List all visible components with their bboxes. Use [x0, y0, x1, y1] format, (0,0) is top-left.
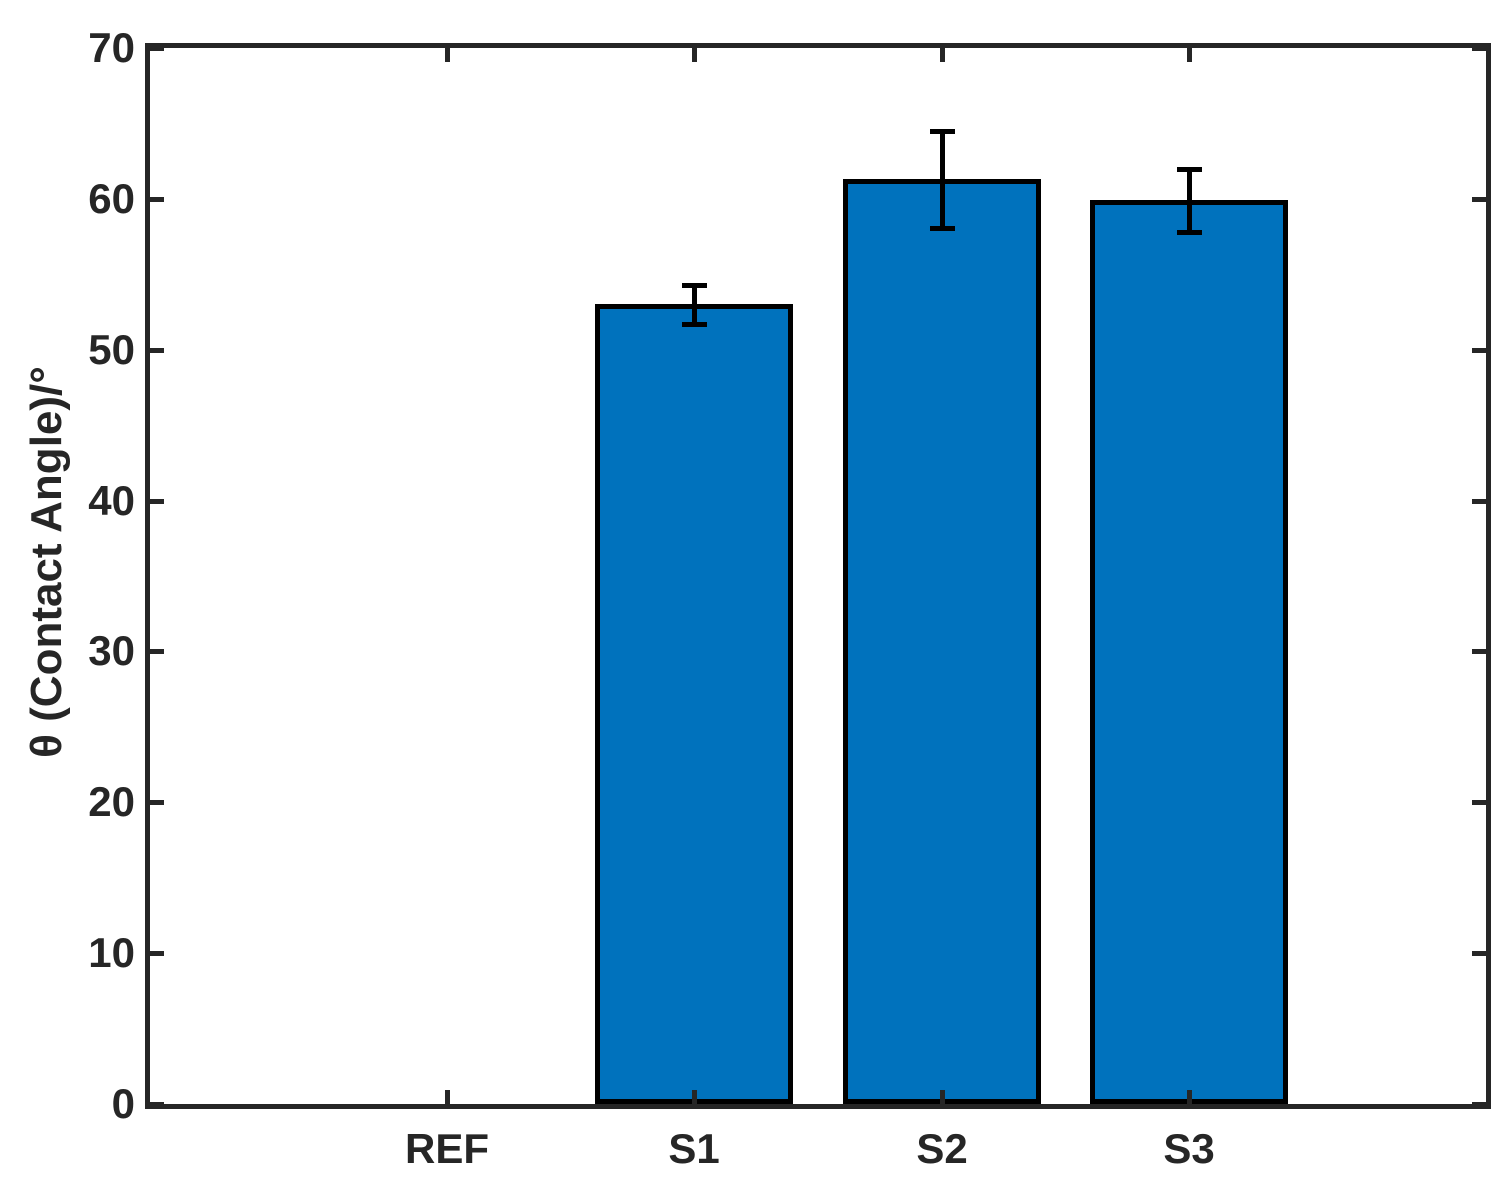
- x-tick-bottom: [445, 1090, 450, 1104]
- x-tick-top: [940, 48, 945, 62]
- error-bar-cap-bottom-S1: [682, 322, 707, 327]
- x-tick-top: [1187, 48, 1192, 62]
- x-tick-label-S2: S2: [916, 1125, 968, 1172]
- error-bar-stem-S3: [1187, 169, 1192, 232]
- y-tick-right: [1472, 649, 1486, 654]
- y-tick-right: [1472, 499, 1486, 504]
- y-tick-right: [1472, 46, 1486, 51]
- y-tick-left: [150, 499, 164, 504]
- y-tick-left: [150, 46, 164, 51]
- y-tick-left: [150, 1102, 164, 1107]
- y-tick-label: 30: [88, 627, 135, 674]
- x-tick-bottom: [692, 1090, 697, 1104]
- x-tick-label-REF: REF: [405, 1125, 489, 1172]
- error-bar-stem-S1: [692, 285, 697, 324]
- y-tick-right: [1472, 951, 1486, 956]
- x-tick-top: [692, 48, 697, 62]
- error-bar-cap-bottom-S2: [930, 226, 955, 231]
- x-tick-top: [445, 48, 450, 62]
- y-tick-label: 10: [88, 929, 135, 976]
- y-tick-label: 40: [88, 477, 135, 524]
- bar-S2: [843, 179, 1041, 1104]
- error-bar-cap-top-S2: [930, 129, 955, 134]
- error-bar-cap-top-S1: [682, 283, 707, 288]
- y-tick-right: [1472, 1102, 1486, 1107]
- y-tick-right: [1472, 348, 1486, 353]
- y-tick-left: [150, 197, 164, 202]
- error-bar-cap-top-S3: [1177, 167, 1202, 172]
- bar-S1: [595, 304, 793, 1104]
- x-tick-label-S3: S3: [1163, 1125, 1215, 1172]
- y-tick-left: [150, 951, 164, 956]
- plot-area-frame: [145, 43, 1491, 1109]
- y-tick-label: 20: [88, 778, 135, 825]
- error-bar-stem-S2: [940, 131, 945, 228]
- y-tick-label: 50: [88, 326, 135, 373]
- y-tick-label: 70: [88, 24, 135, 71]
- y-tick-label: 0: [111, 1080, 135, 1127]
- y-tick-right: [1472, 800, 1486, 805]
- x-tick-bottom: [940, 1090, 945, 1104]
- x-tick-label-S1: S1: [668, 1125, 720, 1172]
- x-tick-bottom: [1187, 1090, 1192, 1104]
- bar-S3: [1090, 200, 1288, 1104]
- y-tick-left: [150, 649, 164, 654]
- y-tick-label: 60: [88, 175, 135, 222]
- y-tick-left: [150, 800, 164, 805]
- y-axis-label: θ (Contact Angle)/°: [22, 366, 71, 758]
- error-bar-cap-bottom-S3: [1177, 230, 1202, 235]
- y-tick-left: [150, 348, 164, 353]
- y-tick-right: [1472, 197, 1486, 202]
